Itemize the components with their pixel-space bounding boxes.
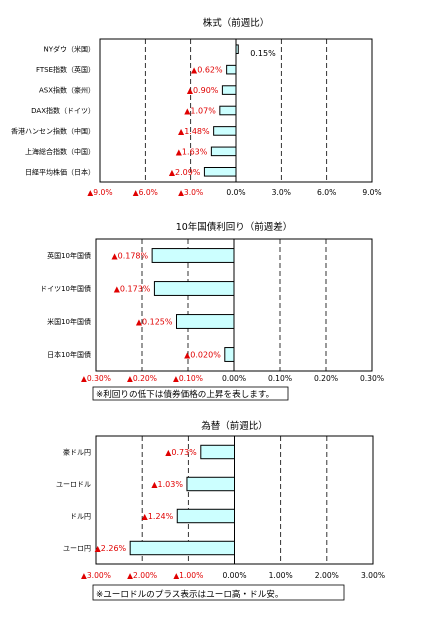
tick-label: 6.0% (317, 188, 336, 197)
bar (203, 166, 237, 177)
bar (176, 314, 235, 329)
chart-note: ※ユーロドルのプラス表示はユーロ高・ドル安。 (96, 588, 284, 600)
data-label: ▲1.07% (184, 107, 216, 116)
tick-label: ▲6.0% (133, 188, 158, 197)
data-label: ▲2.26% (95, 544, 127, 553)
tick-label: 0.0% (226, 188, 245, 197)
tick-label: 9.0% (362, 188, 381, 197)
tick-label: 0.00% (222, 374, 246, 383)
category-label: 英国10年国債 (47, 251, 91, 260)
category-label: ユーロドル (56, 481, 91, 489)
tick-label: ▲1.00% (173, 571, 203, 580)
tick-label: ▲9.0% (87, 188, 112, 197)
tick-label: 0.10% (268, 374, 292, 383)
note-box (92, 386, 289, 401)
bar (213, 126, 237, 136)
data-label: ▲2.09% (169, 168, 201, 177)
data-label: ▲1.24% (142, 512, 174, 521)
bar (235, 44, 239, 55)
data-label: ▲0.90% (187, 86, 219, 95)
category-label: 日本10年国債 (47, 350, 91, 359)
chart-title: 株式（前週比） (203, 17, 270, 29)
chart-title: 10年国債利回り（前週差） (176, 221, 293, 233)
data-label: ▲0.173% (114, 285, 151, 294)
tick-label: ▲2.00% (127, 571, 157, 580)
data-label: ▲0.178% (111, 252, 148, 261)
tick-label: ▲3.00% (81, 571, 111, 580)
category-label: FTSE指数（英国） (36, 65, 95, 74)
category-label: 米国10年国債 (47, 317, 91, 326)
category-label: DAX指数（ドイツ） (31, 106, 95, 115)
bar (200, 444, 236, 460)
category-label: ドル円 (70, 513, 91, 521)
data-label: 0.15% (250, 49, 276, 58)
category-label: 香港ハンセン指数（中国） (11, 126, 95, 135)
data-label: ▲0.020% (184, 351, 221, 360)
tick-label: 2.00% (315, 571, 339, 580)
tick-label: ▲3.0% (178, 188, 203, 197)
category-label: 上海総合指数（中国） (25, 147, 95, 156)
category-label: ユーロ円 (63, 545, 91, 553)
note-box (92, 584, 345, 601)
chart-1: 株式（前週比） ▲9.0% ▲6.0% ▲3.0% 0.0% 3.0% 6.0% 9.0% NY… (11, 17, 382, 197)
chart-3: 為替（前週比） ▲3.00% ▲2.00% ▲1.00% 0.00% 1.00% 2.00%… (56, 420, 385, 601)
tick-label: ▲0.20% (127, 374, 157, 383)
chart-note: ※利回りの低下は債券価格の上昇を表します。 (96, 388, 274, 400)
bar (153, 281, 235, 296)
category-label: ドイツ10年国債 (40, 284, 91, 293)
bar (226, 64, 237, 75)
chart-title: 為替（前週比） (201, 420, 268, 432)
bar (210, 146, 237, 157)
bar (219, 105, 237, 116)
tick-label: 3.0% (272, 188, 291, 197)
bar (186, 476, 235, 492)
bar (221, 85, 237, 95)
bar (224, 347, 235, 362)
data-label: ▲1.03% (151, 480, 183, 489)
data-label: ▲1.48% (178, 127, 210, 136)
category-label: 日経平均株価（日本） (25, 167, 95, 176)
bar (176, 508, 235, 524)
category-label: NYダウ（米国） (43, 45, 95, 54)
tick-label: 0.00% (222, 571, 246, 580)
tick-label: 3.00% (361, 571, 385, 580)
chart-2: 10年国債利回り（前週差） ▲0.30% ▲0.20% ▲0.10% 0.00% 0.10… (40, 221, 384, 401)
tick-label: ▲0.10% (173, 374, 203, 383)
category-label: ASX指数（豪州） (39, 86, 95, 95)
tick-label: 1.00% (269, 571, 293, 580)
data-label: ▲0.73% (165, 448, 197, 457)
tick-label: 0.30% (360, 374, 384, 383)
bar (151, 248, 235, 263)
tick-label: ▲0.30% (81, 374, 111, 383)
data-label: ▲1.63% (176, 147, 208, 156)
data-label: ▲0.125% (136, 318, 173, 327)
category-label: 豪ドル円 (63, 448, 91, 457)
bar (129, 540, 235, 556)
data-label: ▲0.62% (191, 66, 223, 75)
tick-label: 0.20% (314, 374, 338, 383)
